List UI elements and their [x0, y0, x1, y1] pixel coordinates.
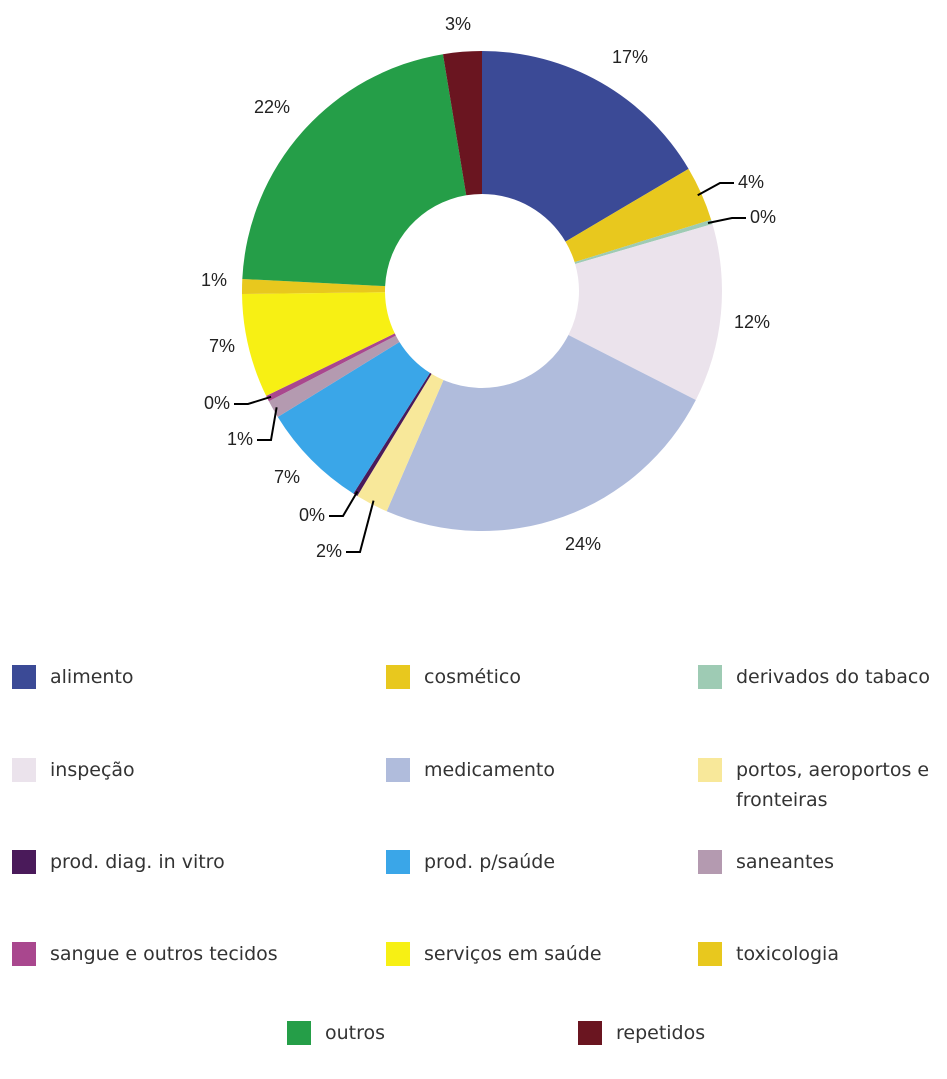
- legend-label: prod. diag. in vitro: [50, 851, 225, 873]
- legend-swatch: [12, 942, 36, 966]
- legend-swatch: [386, 665, 410, 689]
- legend-swatch: [578, 1021, 602, 1045]
- legend-swatch: [386, 758, 410, 782]
- slice: [442, 51, 482, 196]
- data-label: 0%: [204, 393, 230, 413]
- legend-swatch: [386, 942, 410, 966]
- legend-swatch: [386, 850, 410, 874]
- legend-item: toxicologia: [698, 942, 938, 969]
- slice: [574, 219, 713, 264]
- legend-swatch: [698, 942, 722, 966]
- slice: [568, 224, 722, 400]
- data-label: 1%: [227, 429, 253, 449]
- leader-line: [329, 490, 359, 517]
- slice: [266, 333, 396, 402]
- legend-swatch: [287, 1021, 311, 1045]
- data-label: 3%: [445, 14, 471, 34]
- data-label: 1%: [201, 270, 227, 290]
- leader-line: [346, 500, 375, 553]
- legend-swatch: [698, 850, 722, 874]
- legend-swatch: [698, 665, 722, 689]
- legend-label: alimento: [50, 666, 134, 688]
- slice: [353, 372, 432, 497]
- legend-label: saneantes: [736, 851, 834, 873]
- leader-line: [257, 407, 278, 441]
- legend-swatch: [12, 665, 36, 689]
- data-label: 0%: [750, 207, 776, 227]
- legend-label: prod. p/saúde: [424, 851, 556, 873]
- leader-line: [697, 182, 734, 197]
- legend-label: serviços em saúde: [424, 943, 602, 965]
- legend-item: inspeção: [12, 758, 312, 785]
- slice: [482, 51, 689, 242]
- leader-line: [707, 217, 746, 225]
- legend-item: prod. diag. in vitro: [12, 850, 312, 877]
- data-label: 4%: [738, 172, 764, 192]
- data-label: 7%: [209, 336, 235, 356]
- data-label: 12%: [734, 312, 770, 332]
- data-label: 0%: [299, 505, 325, 525]
- data-label: 2%: [316, 541, 342, 561]
- legend-swatch: [698, 758, 722, 782]
- legend-label: outros: [325, 1022, 386, 1044]
- legend-label: portos, aeroportos e fronteiras: [736, 759, 930, 811]
- legend-label: toxicologia: [736, 943, 839, 965]
- legend-swatch: [12, 850, 36, 874]
- legend-item: portos, aeroportos e fronteiras: [698, 758, 938, 815]
- legend-item: sangue e outros tecidos: [12, 942, 312, 969]
- data-label: 7%: [274, 467, 300, 487]
- legend-label: cosmético: [424, 666, 521, 688]
- data-label: 17%: [612, 47, 648, 67]
- chart: 17% 4% 0% 12% 24% 2% 0% 7% 1% 0% 7% 1% 22% 3%: [201, 14, 776, 561]
- legend-item: prod. p/saúde: [386, 850, 686, 877]
- legend-item: medicamento: [386, 758, 686, 785]
- legend-item: cosmético: [386, 665, 686, 692]
- legend-label: sangue e outros tecidos: [50, 943, 278, 965]
- legend-item: repetidos: [578, 1021, 878, 1048]
- slice: [277, 341, 431, 494]
- slice: [242, 54, 467, 287]
- slice: [268, 335, 400, 418]
- leader-line: [234, 395, 272, 405]
- legend-label: repetidos: [616, 1022, 706, 1044]
- slice: [357, 373, 444, 512]
- legend-item: derivados do tabaco: [698, 665, 938, 692]
- slice: [565, 168, 712, 263]
- legend-swatch: [12, 758, 36, 782]
- legend-item: serviços em saúde: [386, 942, 686, 969]
- legend-label: inspeção: [50, 759, 135, 781]
- data-label: 24%: [565, 534, 601, 554]
- legend-item: outros: [287, 1021, 587, 1048]
- legend-label: medicamento: [424, 759, 555, 781]
- data-label: 22%: [254, 97, 290, 117]
- slice: [242, 278, 386, 295]
- legend-item: saneantes: [698, 850, 938, 877]
- slice: [386, 335, 696, 531]
- legend-label: derivados do tabaco: [736, 666, 930, 688]
- legend-item: alimento: [12, 665, 312, 692]
- slice: [242, 292, 395, 396]
